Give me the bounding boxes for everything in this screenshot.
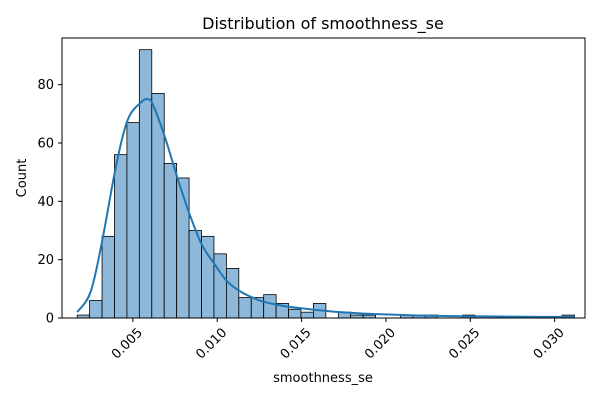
histogram-bar	[114, 154, 128, 319]
histogram-bar	[263, 294, 277, 319]
histogram-bar	[213, 253, 227, 319]
histogram-bar	[238, 297, 252, 319]
bars-layer	[76, 49, 575, 319]
histogram-bar	[176, 177, 190, 319]
histogram-bar	[300, 311, 314, 319]
x-tick-label: 0.025	[446, 325, 483, 362]
kde-layer	[76, 98, 575, 318]
y-tick-label: 20	[37, 253, 54, 268]
x-axis-label: smoothness_se	[273, 371, 373, 386]
kde-curve	[76, 98, 575, 318]
y-tick-label: 80	[37, 78, 54, 93]
y-axis: 0 20 40 60 80	[37, 78, 62, 327]
x-tick-label: 0.010	[193, 325, 230, 362]
y-tick-label: 60	[37, 137, 54, 152]
x-tick-label: 0.015	[278, 325, 315, 362]
x-tick-label: 0.020	[362, 325, 399, 362]
y-tick-label: 0	[46, 312, 54, 327]
y-axis-label: Count	[15, 159, 30, 198]
x-tick-label: 0.005	[109, 325, 146, 362]
histogram-bar	[101, 235, 115, 319]
histogram-bar	[138, 49, 153, 319]
histogram-bar	[188, 230, 202, 319]
histogram-bar	[225, 268, 240, 319]
plot-frame	[61, 37, 586, 319]
x-axis: 0.005 0.010 0.015 0.020 0.025 0.030	[109, 318, 568, 362]
chart-title: Distribution of smoothness_se	[202, 14, 444, 34]
x-tick-label: 0.030	[531, 325, 568, 362]
y-tick-label: 40	[37, 195, 54, 210]
histogram-bar	[89, 300, 103, 319]
histogram-bar	[288, 308, 302, 319]
histogram-bar	[163, 163, 178, 319]
histogram-bar	[126, 122, 140, 319]
